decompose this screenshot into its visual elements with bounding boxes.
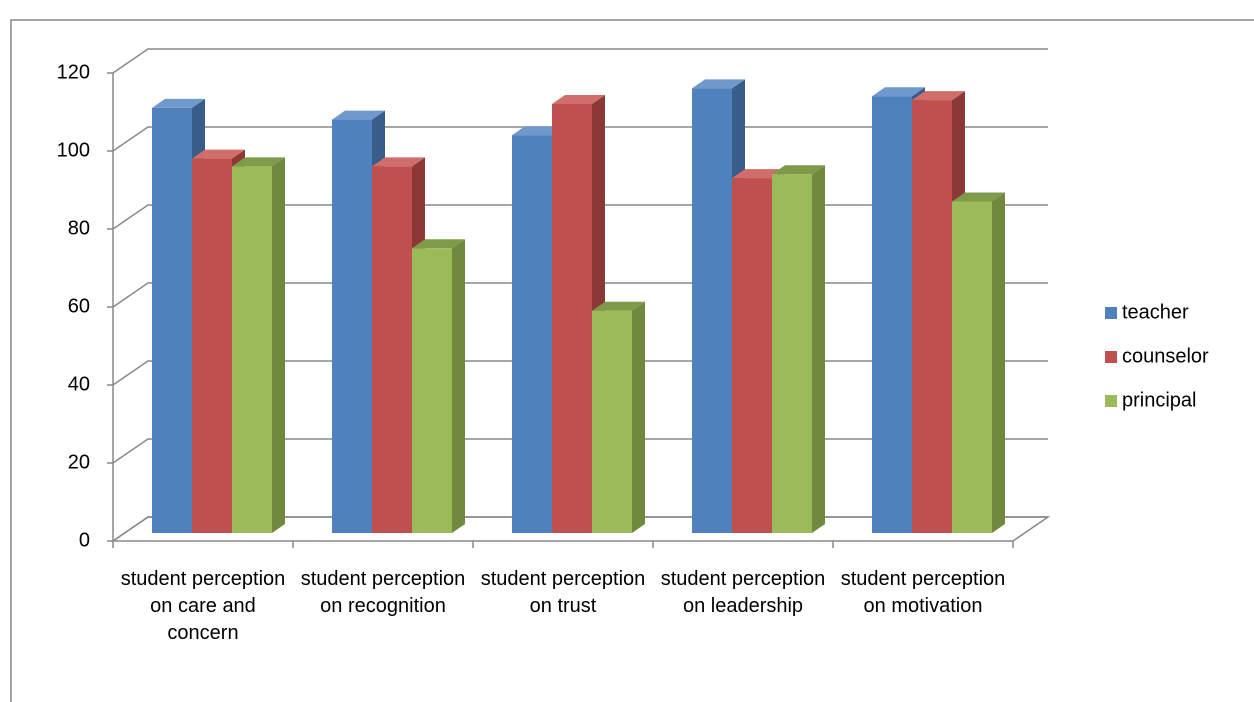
grid-line: [112, 48, 1048, 74]
legend-swatch: [1105, 307, 1117, 319]
bar: [152, 107, 192, 534]
grid-line: [112, 126, 1048, 152]
bar-top: [952, 192, 1005, 202]
frame: [10, 19, 1254, 702]
bar-side: [992, 192, 1005, 533]
bar-top: [592, 301, 645, 311]
x-tick-label: student perception on motivation: [840, 568, 1006, 617]
bar-top: [872, 87, 925, 97]
y-tick-label: 0: [79, 529, 90, 551]
bar: [332, 119, 372, 533]
legend-swatch: [1105, 395, 1117, 407]
bar-top: [912, 91, 965, 101]
y-tick-label: 120: [57, 61, 90, 83]
y-tick-label: 40: [68, 373, 90, 395]
legend-label: principal: [1122, 389, 1196, 411]
y-tick-label: 20: [68, 451, 90, 473]
bar-top: [192, 149, 245, 159]
bar: [592, 310, 632, 533]
bar-top: [692, 79, 745, 89]
bar-top: [152, 98, 205, 108]
legend-label: counselor: [1122, 345, 1209, 367]
legend-label: teacher: [1122, 301, 1189, 323]
bar: [372, 166, 412, 533]
x-tick-label: student perception on leadership: [660, 568, 826, 617]
bar-side: [272, 157, 285, 533]
bar-top: [552, 95, 605, 104]
bar-top: [772, 165, 825, 175]
bar: [772, 174, 812, 533]
bar: [512, 135, 552, 533]
bar: [192, 158, 232, 533]
bar-side: [812, 165, 825, 533]
bar: [232, 166, 272, 533]
y-tick-label: 80: [68, 217, 90, 239]
bar: [412, 248, 452, 534]
bar: [872, 96, 912, 533]
bar: [692, 88, 732, 534]
y-tick-label: 60: [68, 295, 90, 317]
bar-top: [332, 110, 385, 120]
bar: [732, 178, 772, 533]
bar-top: [512, 126, 565, 136]
x-tick-label: student perception on recognition: [300, 568, 466, 617]
bar: [552, 104, 592, 533]
bar-top: [232, 157, 285, 167]
bar-top: [372, 157, 425, 167]
x-tick-label: student perception on care and concern: [120, 568, 286, 644]
bar: [952, 201, 992, 533]
y-tick-label: 100: [57, 139, 90, 161]
bar-top: [732, 169, 785, 179]
bar-side: [632, 301, 645, 533]
bar: [912, 100, 952, 533]
x-tick-label: student perception on trust: [480, 568, 646, 617]
legend-swatch: [1105, 351, 1117, 363]
bar-top: [412, 239, 465, 249]
bar-side: [452, 239, 465, 534]
